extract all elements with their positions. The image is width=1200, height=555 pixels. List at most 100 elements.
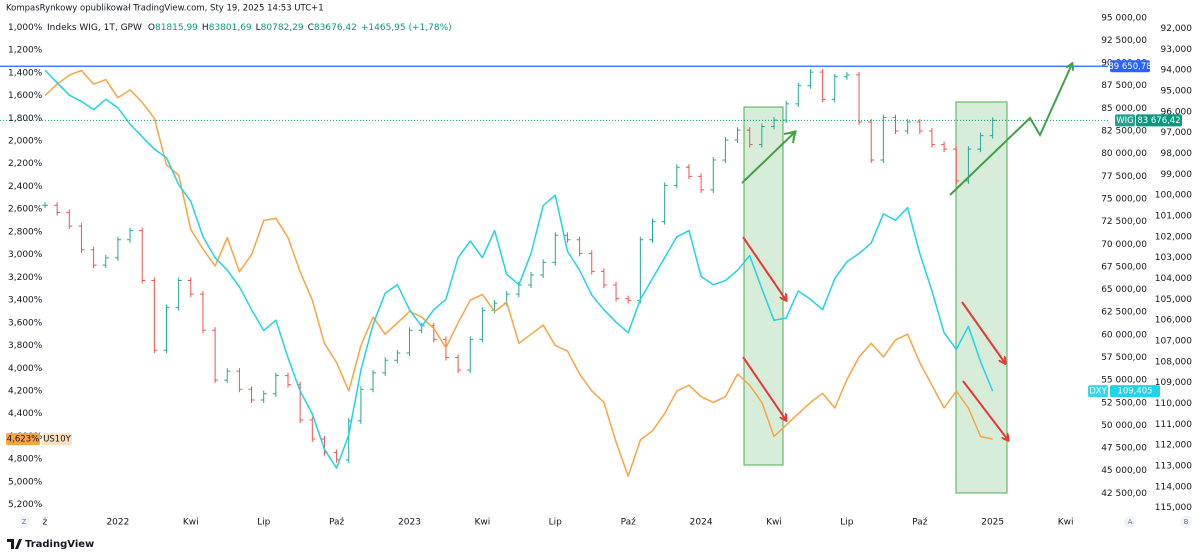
ohlc-bar xyxy=(637,236,644,304)
ohlc-bar xyxy=(904,118,911,135)
x-tick-label: Kwi xyxy=(475,518,491,528)
ohlc-bar xyxy=(928,128,935,148)
ohlc-bar xyxy=(795,82,802,107)
x-tick-label: Kwi xyxy=(183,518,199,528)
y2-tick-label: 55 000,00 xyxy=(1101,376,1147,386)
level-tag-bg xyxy=(1110,60,1150,73)
ohlc-bar xyxy=(758,123,765,148)
y3-tick-label: 104,000 xyxy=(1155,274,1192,284)
axes: 1,000% 1,200% 1,400% 1,600% 1,800% 2,000% 2,20… xyxy=(8,13,1192,527)
ohlc-bar xyxy=(807,69,814,89)
ohlc-bar xyxy=(856,71,863,125)
y-tick-label: 2,800% xyxy=(8,227,43,237)
x-tick-label: Lip xyxy=(840,518,854,528)
ohlc-value: 81815,99 xyxy=(155,23,198,33)
corner-button[interactable]: B xyxy=(1184,518,1189,526)
y3-tick-label: 98,000 xyxy=(1161,149,1193,159)
y3-tick-label: 111,000 xyxy=(1155,420,1192,430)
y3-tick-label: 94,000 xyxy=(1161,66,1193,76)
ohlc-bar xyxy=(163,304,170,354)
ohlc-bar xyxy=(90,246,97,269)
y-tick-label: 3,000% xyxy=(8,250,43,260)
ohlc-bar xyxy=(114,236,121,261)
price-tags: 89 650,78 WIG 83 676,42 US10Y 4,623% DXY 109,4… xyxy=(6,60,1182,446)
tag-value-bg xyxy=(6,433,40,446)
y2-tick-label: 85 000,00 xyxy=(1101,104,1147,114)
ohlc-bar xyxy=(187,277,194,298)
series-line xyxy=(44,69,993,477)
y2-tick-label: 65 000,00 xyxy=(1101,285,1147,295)
y3-tick-label: 96,000 xyxy=(1161,107,1193,117)
y-tick-label: 4,800% xyxy=(8,455,43,465)
ohlc-bar xyxy=(576,236,583,257)
tag-name: DXY xyxy=(1089,387,1107,397)
ohlc-bar xyxy=(528,272,534,289)
y-tick-label: 1,800% xyxy=(8,114,43,124)
button-bg[interactable] xyxy=(1124,516,1136,528)
brand-logo xyxy=(7,539,22,549)
y2-tick-label: 67 500,00 xyxy=(1101,262,1147,272)
y3-tick-label: 109,000 xyxy=(1155,378,1192,388)
x-tick-label: 2025 xyxy=(981,518,1004,528)
tag-value: 109,405 xyxy=(1117,387,1152,397)
ohlc-key: O xyxy=(148,23,155,33)
ohlc-bar xyxy=(941,141,948,153)
ohlc-bar xyxy=(139,227,146,284)
corner-button[interactable]: A xyxy=(1128,518,1133,526)
y3-tick-label: 92,000 xyxy=(1161,24,1193,34)
y2-tick-label: 62 500,00 xyxy=(1101,308,1147,318)
ohlc-bar xyxy=(382,357,389,376)
ohlc-bar xyxy=(224,368,231,384)
y-tick-label: 4,000% xyxy=(8,364,43,374)
y3-tick-label: 107,000 xyxy=(1155,337,1192,347)
ohlc-bar xyxy=(698,173,705,193)
ohlc-bar xyxy=(260,390,267,404)
ohlc-bar xyxy=(66,209,73,230)
ohlc-bar xyxy=(564,232,571,243)
x-tick-label: Paź xyxy=(621,518,637,528)
button-bg[interactable] xyxy=(1180,516,1192,528)
ohlc-bar xyxy=(151,277,158,354)
ohlc-bar xyxy=(394,349,401,364)
x-tick-label: Paź xyxy=(912,518,928,528)
ohlc-bar xyxy=(102,254,109,269)
y2-tick-label: 60 000,00 xyxy=(1101,330,1147,340)
y2-tick-label: 87 500,00 xyxy=(1101,81,1147,91)
ohlc-bar xyxy=(722,137,729,164)
y2-tick-label: 45 000,00 xyxy=(1101,466,1147,476)
ohlc-bar xyxy=(309,416,316,443)
ohlc-bar xyxy=(613,282,620,302)
y2-tick-label: 80 000,00 xyxy=(1101,149,1147,159)
highlight-box xyxy=(955,101,1008,494)
y3-tick-label: 97,000 xyxy=(1161,128,1193,138)
y2-tick-label: 50 000,00 xyxy=(1101,421,1147,431)
ohlc-bar xyxy=(916,118,923,135)
ohlc-bar xyxy=(455,354,462,374)
ohlc-bar xyxy=(272,372,279,397)
y-tick-label: 5,000% xyxy=(8,477,43,487)
y-tick-label: 3,800% xyxy=(8,341,43,351)
ohlc-bar xyxy=(977,132,984,153)
y2-tick-label: 72 500,00 xyxy=(1101,217,1147,227)
ohlc-bar xyxy=(710,157,717,193)
ohlc-bar xyxy=(42,202,48,209)
red-arrow xyxy=(742,236,786,300)
tag-value: 83 676,42 xyxy=(1137,116,1180,126)
y3-tick-label: 99,000 xyxy=(1161,170,1193,180)
y-tick-label: 2,600% xyxy=(8,205,43,215)
ohlc-bar xyxy=(127,227,134,243)
x-tick-label: Lip xyxy=(257,518,271,528)
ohlc-bar xyxy=(236,368,243,393)
y-tick-label: 4,200% xyxy=(8,387,43,397)
ohlc-bar xyxy=(625,295,632,304)
ohlc-bar xyxy=(285,372,291,388)
ohlc-bar xyxy=(297,381,304,423)
ohlc-bar xyxy=(600,268,607,289)
ohlc-bar xyxy=(746,127,753,148)
corner-button[interactable]: Z xyxy=(22,518,27,526)
y3-tick-label: 113,000 xyxy=(1155,462,1192,472)
button-bg[interactable] xyxy=(18,516,30,528)
y2-tick-label: 82 500,00 xyxy=(1101,127,1147,137)
y3-tick-label: 106,000 xyxy=(1155,316,1192,326)
x-tick-label: ż xyxy=(43,518,48,528)
